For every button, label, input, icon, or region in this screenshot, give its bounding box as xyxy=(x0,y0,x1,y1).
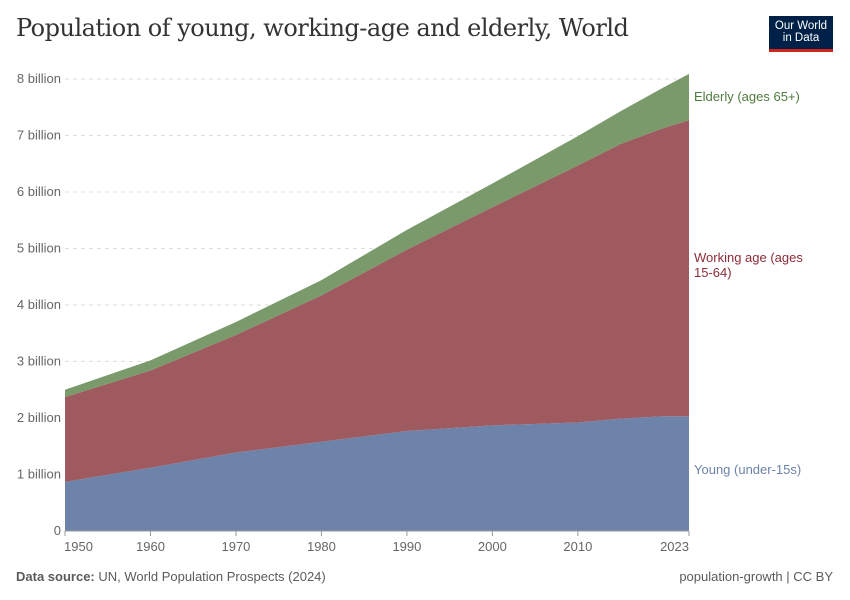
x-tick-label: 2023 xyxy=(660,539,689,554)
chart-title: Population of young, working-age and eld… xyxy=(16,14,629,42)
x-tick-label: 2010 xyxy=(563,539,592,554)
y-tick-label: 7 billion xyxy=(17,128,61,143)
source-label: Data source: xyxy=(16,569,95,584)
series-label: 15-64) xyxy=(694,265,732,280)
series-label: Working age (ages xyxy=(694,250,803,265)
area-young xyxy=(65,416,689,531)
y-tick-label: 1 billion xyxy=(17,467,61,482)
y-tick-label: 2 billion xyxy=(17,410,61,425)
owid-logo[interactable]: Our World in Data xyxy=(769,16,833,52)
series-label: Elderly (ages 65+) xyxy=(694,89,800,104)
x-tick-label: 2000 xyxy=(478,539,507,554)
area-working-age xyxy=(65,120,689,482)
y-tick-label: 4 billion xyxy=(17,297,61,312)
logo-line-1: Our World xyxy=(774,20,828,32)
y-tick-label: 3 billion xyxy=(17,354,61,369)
x-tick-label: 1990 xyxy=(392,539,421,554)
x-tick-label: 1980 xyxy=(307,539,336,554)
footer-license[interactable]: population-growth | CC BY xyxy=(679,569,833,584)
y-tick-label: 6 billion xyxy=(17,184,61,199)
data-source: Data source: UN, World Population Prospe… xyxy=(16,569,326,584)
series-label: Young (under-15s) xyxy=(694,462,801,477)
source-text[interactable]: UN, World Population Prospects (2024) xyxy=(98,569,326,584)
y-tick-label: 5 billion xyxy=(17,241,61,256)
x-tick-label: 1960 xyxy=(136,539,165,554)
y-tick-label: 0 xyxy=(54,523,61,538)
x-tick-label: 1970 xyxy=(221,539,250,554)
x-tick-label: 1950 xyxy=(64,539,93,554)
logo-line-2: in Data xyxy=(782,32,820,44)
y-tick-label: 8 billion xyxy=(17,71,61,86)
